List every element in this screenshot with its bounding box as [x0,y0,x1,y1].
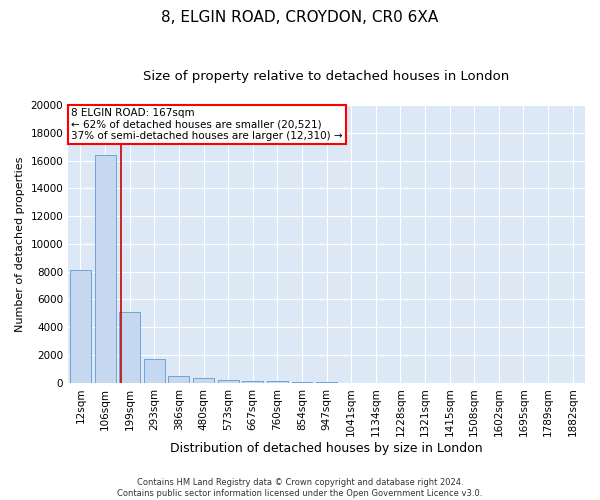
Text: 8 ELGIN ROAD: 167sqm
← 62% of detached houses are smaller (20,521)
37% of semi-d: 8 ELGIN ROAD: 167sqm ← 62% of detached h… [71,108,343,141]
Bar [169,376,190,383]
Bar [267,382,288,383]
Text: Contains HM Land Registry data © Crown copyright and database right 2024.
Contai: Contains HM Land Registry data © Crown c… [118,478,482,498]
Bar [119,312,140,383]
Bar [95,155,116,383]
Bar [70,270,91,383]
Y-axis label: Number of detached properties: Number of detached properties [15,156,25,332]
Bar [292,382,313,383]
X-axis label: Distribution of detached houses by size in London: Distribution of detached houses by size … [170,442,483,455]
Bar [193,378,214,383]
Title: Size of property relative to detached houses in London: Size of property relative to detached ho… [143,70,510,83]
Bar [242,380,263,383]
Text: 8, ELGIN ROAD, CROYDON, CR0 6XA: 8, ELGIN ROAD, CROYDON, CR0 6XA [161,10,439,25]
Bar [218,380,239,383]
Bar [144,358,165,383]
